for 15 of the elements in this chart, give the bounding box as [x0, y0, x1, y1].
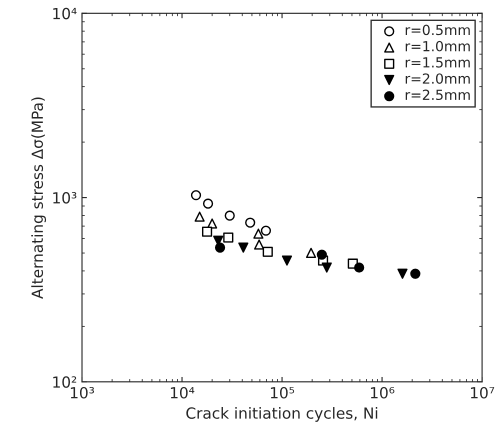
y-axis-title: Alternating stress Δσ(MPa) — [31, 97, 46, 299]
legend-label: r=1.5mm — [406, 57, 470, 68]
x-tick-label: 10⁴ — [170, 386, 194, 399]
y-tick-label: 10³ — [53, 192, 76, 204]
x-tick-label: 10⁵ — [270, 386, 294, 399]
legend-label: r=1.0mm — [406, 40, 470, 52]
x-axis-title: Crack initiation cycles, Ni — [186, 407, 378, 422]
y-tick-label: 10⁴ — [53, 8, 77, 20]
legend-label: r=0.5mm — [406, 24, 470, 36]
y-tick-label: 10² — [53, 376, 76, 388]
x-tick-label: 10⁶ — [370, 386, 394, 399]
legend-label: r=2.5mm — [406, 90, 470, 100]
legend-label: r=2.0mm — [406, 73, 470, 84]
x-tick-label: 10³ — [70, 386, 94, 399]
x-tick-label: 10⁷ — [470, 386, 494, 399]
